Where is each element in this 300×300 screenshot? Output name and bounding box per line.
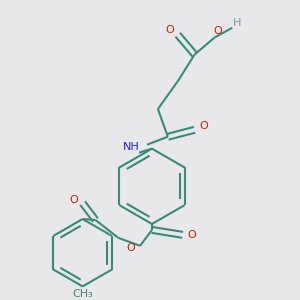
Text: O: O (165, 25, 174, 35)
Text: H: H (233, 18, 242, 28)
Text: O: O (127, 243, 136, 253)
Text: CH₃: CH₃ (72, 289, 93, 299)
Text: O: O (69, 195, 78, 205)
Text: O: O (187, 230, 196, 240)
Text: O: O (199, 121, 208, 131)
Text: O: O (213, 26, 222, 36)
Text: NH: NH (123, 142, 140, 152)
